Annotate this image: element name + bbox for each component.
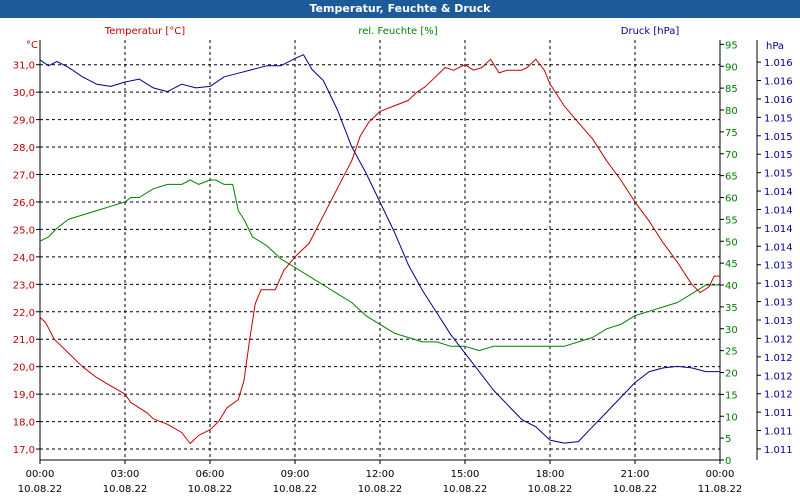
humidity-tick-label: 0: [725, 456, 731, 467]
humidity-line: [39, 179, 720, 352]
temperature-tick-label: 21,0: [13, 335, 35, 346]
humidity-tick-label: 90: [725, 62, 738, 73]
date-tick-label: 10.08.22: [18, 484, 63, 495]
pressure-tick-label: 1.012: [764, 390, 793, 401]
pressure-tick-label: 1.014: [764, 242, 793, 253]
temperature-tick-label: 24,0: [13, 253, 35, 264]
temperature-tick-label: 31,0: [13, 61, 35, 72]
temperature-tick-label: 18,0: [13, 418, 35, 429]
humidity-tick-label: 70: [725, 150, 738, 161]
chart-title-bar: Temperatur, Feuchte & Druck: [0, 0, 800, 18]
pressure-tick-label: 1.013: [764, 261, 793, 272]
legend-pressure: Druck [hPa]: [621, 26, 680, 37]
time-tick-label: 00:00: [706, 469, 735, 480]
time-tick-label: 12:00: [366, 469, 395, 480]
date-tick-label: 10.08.22: [528, 484, 573, 495]
tick-labels: 17,0 18,0 19,0 20,0 21,0 22,0 23,0 24,0 25,0 26,0…: [13, 40, 793, 495]
temperature-tick-label: 29,0: [13, 116, 35, 127]
legend-temperature: Temperatur [°C]: [104, 26, 185, 37]
humidity-tick-label: 25: [725, 347, 738, 358]
temperature-tick-label: 23,0: [13, 280, 35, 291]
legend-humidity: rel. Feuchte [%]: [358, 26, 437, 37]
humidity-tick-label: 50: [725, 237, 738, 248]
pressure-tick-label: 1.013: [764, 316, 793, 327]
pressure-tick-label: 1.012: [764, 334, 793, 345]
humidity-tick-label: 55: [725, 215, 738, 226]
humidity-tick-label: 95: [725, 40, 738, 51]
pressure-unit-label: hPa: [766, 41, 784, 52]
pressure-line: [39, 54, 720, 444]
temperature-tick-label: 25,0: [13, 225, 35, 236]
temperature-tick-label: 28,0: [13, 143, 35, 154]
date-tick-label: 10.08.22: [443, 484, 488, 495]
humidity-tick-label: 80: [725, 106, 738, 117]
humidity-tick-label: 85: [725, 84, 738, 95]
series-lines: [39, 54, 720, 444]
humidity-tick-label: 35: [725, 303, 738, 314]
pressure-tick-label: 1.011: [764, 427, 793, 438]
temperature-tick-label: 17,0: [13, 445, 35, 456]
date-tick-label: 11.08.22: [698, 484, 743, 495]
temperature-tick-label: 30,0: [13, 88, 35, 99]
humidity-tick-label: 10: [725, 412, 738, 423]
pressure-tick-label: 1.016: [764, 95, 793, 106]
time-tick-label: 09:00: [281, 469, 310, 480]
humidity-tick-label: 20: [725, 369, 738, 380]
pressure-tick-label: 1.015: [764, 169, 793, 180]
time-tick-label: 00:00: [26, 469, 55, 480]
humidity-tick-label: 15: [725, 390, 738, 401]
pressure-tick-label: 1.016: [764, 58, 793, 69]
humidity-tick-label: 60: [725, 194, 738, 205]
chart-title: Temperatur, Feuchte & Druck: [309, 2, 491, 15]
humidity-tick-label: 40: [725, 281, 738, 292]
temperature-unit-label: °C: [26, 40, 38, 51]
humidity-tick-label: 5: [725, 434, 731, 445]
time-tick-label: 15:00: [451, 469, 480, 480]
pressure-tick-label: 1.014: [764, 187, 793, 198]
humidity-tick-label: 45: [725, 259, 738, 270]
temperature-tick-label: 20,0: [13, 363, 35, 374]
pressure-tick-label: 1.015: [764, 113, 793, 124]
axes: [36, 40, 761, 464]
date-tick-label: 10.08.22: [273, 484, 318, 495]
pressure-tick-label: 1.012: [764, 371, 793, 382]
date-tick-label: 10.08.22: [358, 484, 403, 495]
date-tick-label: 10.08.22: [103, 484, 148, 495]
time-tick-label: 03:00: [111, 469, 140, 480]
temperature-tick-label: 22,0: [13, 308, 35, 319]
time-tick-label: 18:00: [536, 469, 565, 480]
date-tick-label: 10.08.22: [613, 484, 658, 495]
temperature-tick-label: 26,0: [13, 198, 35, 209]
pressure-tick-label: 1.011: [764, 445, 793, 456]
time-tick-label: 06:00: [196, 469, 225, 480]
time-tick-label: 21:00: [621, 469, 650, 480]
pressure-tick-label: 1.016: [764, 77, 793, 88]
pressure-tick-label: 1.011: [764, 408, 793, 419]
pressure-tick-label: 1.013: [764, 279, 793, 290]
pressure-tick-label: 1.015: [764, 150, 793, 161]
pressure-tick-label: 1.013: [764, 298, 793, 309]
pressure-tick-label: 1.014: [764, 205, 793, 216]
date-tick-label: 10.08.22: [188, 484, 233, 495]
pressure-tick-label: 1.014: [764, 224, 793, 235]
grid: [40, 40, 721, 460]
pressure-tick-label: 1.012: [764, 353, 793, 364]
pressure-tick-label: 1.015: [764, 132, 793, 143]
humidity-tick-label: 30: [725, 325, 738, 336]
temperature-tick-label: 27,0: [13, 171, 35, 182]
legend: Temperatur [°C] rel. Feuchte [%] Druck [hP…: [104, 26, 680, 37]
temperature-line: [39, 58, 720, 444]
humidity-tick-label: 75: [725, 128, 738, 139]
temperature-tick-label: 19,0: [13, 390, 35, 401]
humidity-tick-label: 65: [725, 172, 738, 183]
